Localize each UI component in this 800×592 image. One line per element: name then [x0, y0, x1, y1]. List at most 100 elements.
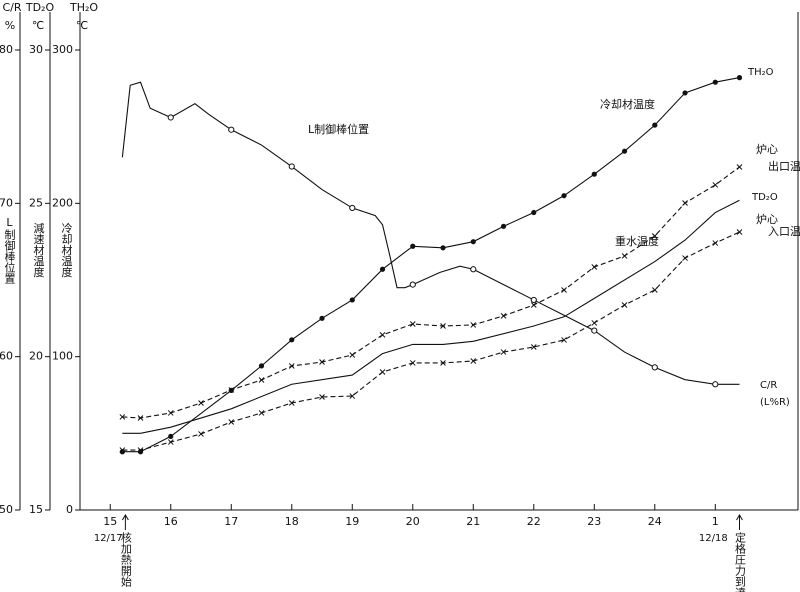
point	[682, 255, 688, 261]
point	[258, 363, 265, 369]
y-axis-unit: %	[5, 19, 15, 32]
point	[409, 360, 416, 366]
annotation-arrowhead	[736, 514, 743, 521]
series-name: 出口温度	[768, 159, 800, 173]
y-tick-label: 15	[29, 503, 43, 516]
x-tick-label: 18	[285, 515, 299, 528]
y-tick-label: 80	[0, 43, 13, 56]
series-line	[121, 81, 740, 385]
point	[379, 332, 386, 338]
point	[530, 296, 537, 304]
series-end-label: TH₂O	[747, 67, 774, 78]
annotation: 定格圧力到達	[733, 531, 746, 592]
point	[621, 302, 628, 308]
series-name: 炉心	[756, 213, 778, 226]
point	[530, 344, 537, 350]
series-line	[122, 231, 740, 451]
y-axis-label: L制御棒位置	[3, 216, 16, 284]
point	[228, 387, 235, 393]
point	[409, 321, 416, 327]
series-line	[122, 77, 740, 453]
point	[319, 394, 325, 400]
point	[591, 327, 598, 334]
y-axis-label: 冷却材温度	[60, 222, 73, 278]
point	[712, 381, 719, 388]
y-axis-header: TD₂O	[25, 1, 55, 14]
y-tick-label: 30	[29, 43, 43, 56]
series-end-label: TD₂O	[751, 192, 778, 203]
point	[682, 200, 688, 206]
point	[621, 148, 628, 154]
y-tick-label: 70	[0, 196, 13, 209]
point	[530, 302, 537, 308]
x-tick-label: 24	[648, 515, 662, 528]
series-name: 重水温度	[615, 234, 659, 248]
y-tick-label: 200	[52, 196, 73, 209]
point	[289, 337, 295, 343]
point	[470, 322, 477, 328]
point	[379, 266, 386, 272]
series-name: 炉心	[756, 143, 778, 156]
point	[561, 287, 567, 293]
point	[500, 223, 507, 229]
x-tick-label: 20	[406, 515, 420, 528]
point	[258, 410, 265, 416]
series-end-label: (L%R)	[760, 397, 790, 408]
point	[591, 320, 598, 326]
point	[198, 400, 204, 406]
series-end-label: C/R	[760, 380, 777, 391]
y-axis-header: TH₂O	[69, 1, 98, 14]
point	[319, 359, 325, 365]
point	[258, 377, 265, 383]
series-name: 冷却材温度	[600, 97, 655, 111]
y-tick-label: 20	[29, 350, 43, 363]
y-axis-header: C/R	[2, 1, 21, 14]
point	[349, 393, 356, 399]
y-axis-label: 減速材温度	[32, 221, 45, 278]
x-tick-label: 17	[224, 515, 238, 528]
point	[119, 447, 126, 453]
point	[167, 410, 174, 416]
point	[712, 240, 719, 246]
point	[137, 415, 144, 421]
point	[288, 363, 295, 369]
point	[561, 193, 567, 199]
point	[470, 239, 476, 245]
x-tick-label: 22	[527, 515, 541, 528]
point	[500, 313, 507, 319]
point	[349, 352, 356, 358]
point	[349, 297, 355, 303]
y-tick-label: 60	[0, 350, 13, 363]
point	[712, 79, 718, 85]
point	[349, 204, 356, 212]
series-line	[122, 166, 740, 419]
annotation: 核加熱開始	[119, 531, 132, 588]
point	[288, 400, 295, 406]
annotation-arrowhead	[121, 514, 129, 521]
point	[440, 323, 446, 329]
point	[591, 264, 598, 270]
y-axis-unit: ℃	[32, 19, 44, 32]
point	[652, 122, 658, 128]
point	[651, 287, 658, 293]
x-tick-label: 23	[587, 515, 601, 528]
x-tick-label: 21	[466, 515, 480, 528]
point	[168, 433, 174, 439]
point	[228, 419, 235, 425]
point	[119, 414, 126, 420]
x-tick-label: 16	[164, 515, 178, 528]
point	[440, 360, 446, 366]
date-label: 12/17	[94, 533, 123, 544]
y-axis-unit: ℃	[76, 19, 88, 32]
point	[410, 243, 416, 249]
point	[288, 163, 295, 170]
point	[500, 349, 507, 355]
point	[561, 337, 567, 343]
point	[736, 229, 743, 235]
point	[228, 126, 235, 133]
series-line	[122, 199, 740, 434]
y-tick-label: 300	[52, 43, 73, 56]
point	[651, 364, 658, 371]
x-tick-label: 1	[712, 515, 719, 528]
point	[470, 266, 477, 273]
